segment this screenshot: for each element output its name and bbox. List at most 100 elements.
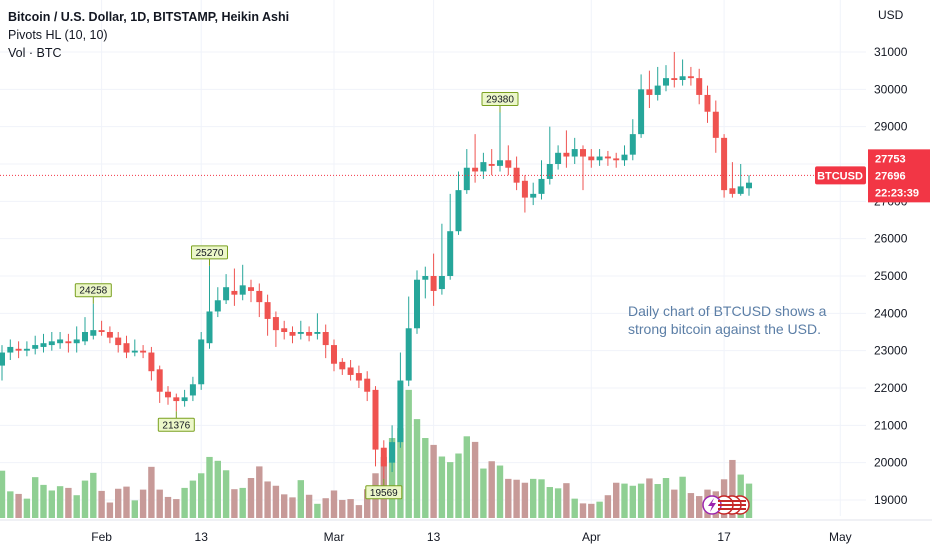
candle-body <box>231 290 238 295</box>
volume-bar <box>314 503 321 518</box>
candle-body <box>671 78 678 80</box>
volume-bar <box>139 489 147 518</box>
volume-bar <box>231 489 238 518</box>
volume-bar <box>330 490 338 518</box>
volume-bar <box>604 495 612 518</box>
volume-bar <box>596 501 603 518</box>
candle-body <box>613 158 620 161</box>
candle-body <box>463 167 470 191</box>
volume-bar <box>646 478 653 518</box>
volume-bar <box>613 482 620 518</box>
volume-bar <box>463 436 470 518</box>
time-tick-label: Mar <box>324 530 345 544</box>
candle-body <box>571 149 578 157</box>
volume-bar <box>206 456 213 518</box>
volume-bar <box>189 480 197 518</box>
flag-stripe-icon <box>718 504 730 506</box>
time-axis[interactable]: Feb13Mar13Apr17May1 <box>0 519 932 544</box>
volume-bar <box>471 441 479 518</box>
volume-bar <box>181 487 188 518</box>
candle-body <box>588 156 595 161</box>
candle-body <box>696 78 703 95</box>
price-tag-countdown: 22:23:39 <box>875 187 919 199</box>
time-tick-label: 13 <box>195 530 209 544</box>
candle-body <box>306 332 313 336</box>
event-icons[interactable] <box>702 495 750 515</box>
volume-bar <box>496 465 504 518</box>
time-tick-label: Apr <box>582 530 601 544</box>
lightning-bolt-icon <box>708 498 716 512</box>
candle-body <box>563 152 570 157</box>
volume-bar <box>0 470 6 518</box>
volume-bar <box>505 478 512 518</box>
price-tick-label: 23000 <box>874 344 908 358</box>
candle-body <box>455 190 462 232</box>
volume-bar <box>256 466 263 518</box>
candle-body <box>106 332 113 338</box>
candle-body <box>389 442 396 463</box>
volume-bar <box>405 389 412 518</box>
candle-body <box>663 78 669 86</box>
volume-bar <box>571 498 578 518</box>
candle-body <box>721 137 728 191</box>
price-axis[interactable]: USD 19000 20000 21000 22000 23000 24000 25000 26… <box>874 8 908 507</box>
price-tick-label: 24000 <box>874 306 908 320</box>
candle-body <box>339 361 346 370</box>
candle-body <box>7 346 14 353</box>
volume-bar <box>289 497 296 518</box>
candle-body <box>521 180 528 198</box>
candle-body <box>264 302 271 319</box>
price-tag <box>868 149 930 203</box>
volume-bar <box>563 483 570 518</box>
candle-body <box>156 369 163 392</box>
flag-stripe-icon <box>734 504 746 506</box>
candle-body <box>248 287 254 291</box>
candle-body <box>206 311 213 344</box>
volume-bar <box>339 499 346 518</box>
volume-bar <box>272 485 280 518</box>
volume-bar <box>422 438 429 518</box>
candle-body <box>654 85 661 95</box>
volume-bar <box>521 482 529 518</box>
price-tag-value: 27696 <box>875 170 906 182</box>
pivot-box <box>191 245 228 260</box>
candle-body <box>687 76 694 79</box>
candle-body <box>729 188 736 194</box>
volume-bar <box>297 480 304 518</box>
pivot-box <box>74 283 112 298</box>
candle-body <box>281 328 288 332</box>
candle-body <box>98 330 105 332</box>
price-tick-label: 22000 <box>874 381 908 395</box>
last-price-tags: BTCUSD 27753 27696 22:23:39 <box>815 149 930 203</box>
pivot-label: 19569 <box>370 488 398 499</box>
candle-body <box>289 332 296 336</box>
volume-bar <box>106 502 114 518</box>
candle-body <box>704 94 711 112</box>
chart-legend: Bitcoin / U.S. Dollar, 1D, BITSTAMP, Hei… <box>8 8 289 62</box>
volume-bar <box>687 493 695 518</box>
volume-bar <box>679 476 686 518</box>
legend-indicator[interactable]: Pivots HL (10, 10) <box>8 28 108 42</box>
candles <box>0 52 752 479</box>
candle-body <box>15 348 22 351</box>
volume-bar <box>579 503 587 518</box>
candle-body <box>32 345 39 349</box>
pivot-box <box>157 417 195 432</box>
volume-bar <box>447 462 454 518</box>
volume-bar <box>637 483 645 518</box>
candle-body <box>638 89 645 135</box>
volume-bar <box>90 472 97 518</box>
candle-body <box>405 328 412 381</box>
volume-bar <box>629 485 636 518</box>
volume-bar <box>281 494 288 518</box>
candle-body <box>347 367 354 375</box>
candle-body <box>140 350 147 353</box>
volume-bar <box>73 495 80 518</box>
legend-title[interactable]: Bitcoin / U.S. Dollar, 1D, BITSTAMP, Hei… <box>8 10 290 24</box>
candle-body <box>131 350 138 353</box>
legend-volume[interactable]: Vol · BTC <box>8 46 62 60</box>
candle-body <box>480 162 487 172</box>
candle-body <box>737 186 744 194</box>
candle-body <box>629 134 636 155</box>
